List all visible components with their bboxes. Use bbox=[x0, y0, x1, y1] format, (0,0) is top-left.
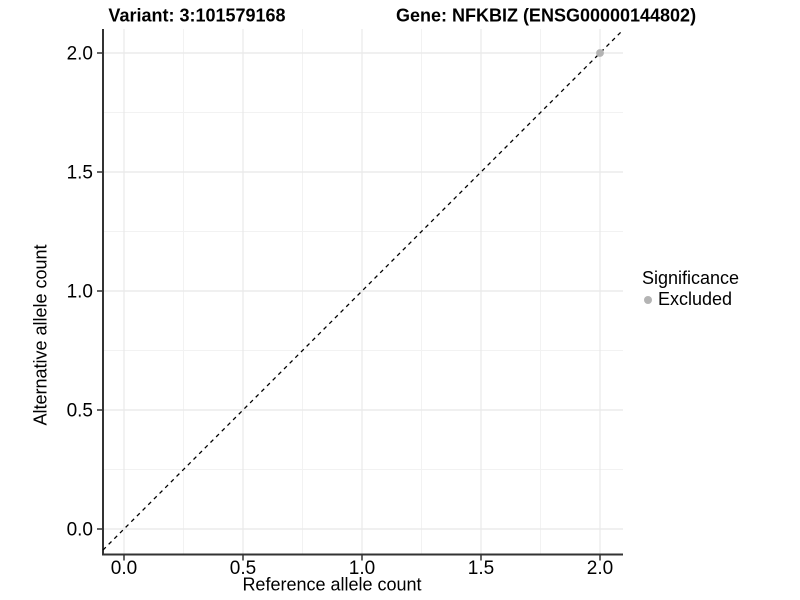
y-tick-label: 1.0 bbox=[67, 282, 93, 303]
identity-reference-line bbox=[102, 29, 624, 551]
legend-title: Significance bbox=[642, 268, 740, 288]
legend-entry-excluded: Excluded bbox=[642, 289, 739, 310]
y-tick-label: 2.0 bbox=[67, 44, 93, 65]
legend: Significance Excluded bbox=[642, 268, 739, 310]
variant-title: Variant: 3:101579168 bbox=[108, 5, 286, 26]
x-tick-label: 0.0 bbox=[111, 558, 137, 579]
y-tick-label: 0.5 bbox=[67, 401, 93, 422]
x-tick-label: 1.5 bbox=[468, 558, 494, 579]
x-tick-label: 1.0 bbox=[349, 558, 375, 579]
excluded-point-icon bbox=[644, 295, 652, 304]
x-tick-label: 2.0 bbox=[587, 558, 613, 579]
gene-title: Gene: NFKBIZ (ENSG00000144802) bbox=[395, 5, 697, 26]
x-tick-label: 0.5 bbox=[230, 558, 256, 579]
legend-entry-label: Excluded bbox=[658, 289, 733, 309]
y-axis-title: Alternative allele count bbox=[30, 244, 51, 426]
y-tick-label: 0.0 bbox=[67, 520, 93, 541]
data-point-excluded bbox=[596, 49, 604, 57]
y-tick-label: 1.5 bbox=[67, 163, 93, 184]
x-axis-title: Reference allele count bbox=[242, 574, 422, 595]
